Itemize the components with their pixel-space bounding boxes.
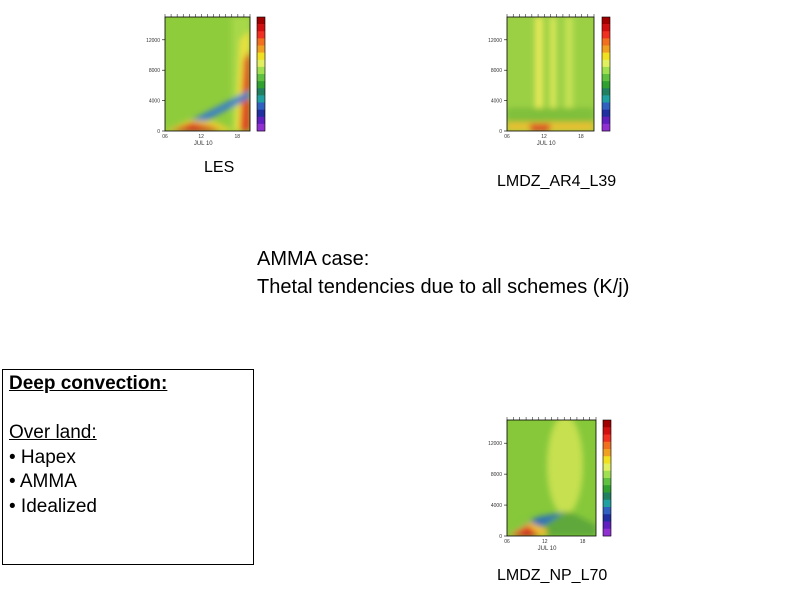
y-tick-label: 4000 xyxy=(491,99,502,105)
colorbar-cell xyxy=(602,116,610,125)
x-axis-label: JUL 10 xyxy=(537,141,556,147)
colorbar-cell xyxy=(603,478,611,486)
colorbar-cell xyxy=(603,449,611,457)
y-tick-label: 8000 xyxy=(491,472,502,478)
colorbar-cell xyxy=(257,66,265,75)
x-tick-label: 18 xyxy=(234,134,240,140)
x-tick-label: 12 xyxy=(541,134,547,140)
colorbar-frame xyxy=(602,419,612,537)
title-line: Thetal tendencies due to all schemes (K/… xyxy=(257,276,630,298)
colorbar-cell xyxy=(603,492,611,501)
title-line: AMMA case: xyxy=(257,248,370,270)
colorbar-cell xyxy=(602,102,610,110)
colorbar-cell xyxy=(257,52,265,61)
colorbar-cell xyxy=(603,485,611,493)
colorbar-cell xyxy=(602,74,610,82)
y-tick-label: 12000 xyxy=(146,38,160,44)
box-item: • Hapex xyxy=(9,446,76,468)
colorbar-cell xyxy=(602,95,610,103)
colorbar-frame xyxy=(601,16,611,132)
y-tick-label: 8000 xyxy=(149,68,160,74)
box-heading: Deep convection: xyxy=(9,373,168,394)
x-tick-label: 06 xyxy=(504,134,510,140)
colorbar-cell xyxy=(602,66,610,75)
colorbar-cell xyxy=(603,427,611,435)
colorbar-cell xyxy=(602,24,610,32)
y-tick-label: 12000 xyxy=(488,38,502,44)
colorbar-cell xyxy=(603,441,611,450)
colorbar-cell xyxy=(602,81,610,89)
colorbar-cell xyxy=(603,463,611,472)
colorbar-cell xyxy=(603,470,611,479)
box-subheading: Over land: xyxy=(9,422,97,443)
x-tick-label: 06 xyxy=(504,539,510,545)
x-tick-label: 06 xyxy=(162,134,168,140)
x-tick-label: 12 xyxy=(542,539,548,545)
colorbar-cell xyxy=(257,31,265,39)
colorbar-cell xyxy=(257,81,265,89)
colorbar-cell xyxy=(603,434,611,443)
colorbar-cell xyxy=(257,17,265,25)
plot-label: LMDZ_NP_L70 xyxy=(497,567,608,584)
colorbar-cell xyxy=(257,109,265,118)
plot-label: LMDZ_AR4_L39 xyxy=(497,173,617,190)
colorbar-cell xyxy=(602,109,610,118)
colorbar-cell xyxy=(602,38,610,46)
colorbar-cell xyxy=(257,116,265,125)
colorbar-cell xyxy=(602,45,610,53)
x-tick-label: 18 xyxy=(578,134,584,140)
box-item: • Idealized xyxy=(9,495,97,517)
heatmap xyxy=(507,420,596,536)
colorbar-cell xyxy=(603,420,611,428)
colorbar-cell xyxy=(257,95,265,103)
colorbar-cell xyxy=(602,31,610,39)
colorbar-cell xyxy=(257,88,265,96)
y-tick-label: 12000 xyxy=(488,441,502,447)
spacer xyxy=(9,397,247,422)
colorbar-cell xyxy=(257,24,265,32)
y-tick-label: 0 xyxy=(157,129,160,135)
y-tick-label: 4000 xyxy=(491,503,502,509)
colorbar-cell xyxy=(602,123,610,132)
heatmap xyxy=(507,17,594,131)
colorbar-cell xyxy=(603,514,611,522)
y-tick-label: 0 xyxy=(499,129,502,135)
colorbar-cell xyxy=(257,38,265,46)
colorbar-cell xyxy=(603,499,611,508)
colorbar-cell xyxy=(603,521,611,530)
colorbar-cell xyxy=(602,52,610,61)
colorbar-cell xyxy=(257,102,265,110)
x-axis-label: JUL 10 xyxy=(538,546,557,552)
text-box: Deep convection: Over land: • Hapex • AM… xyxy=(2,369,254,565)
x-tick-label: 12 xyxy=(198,134,204,140)
colorbar-cell xyxy=(257,59,265,68)
x-axis-label: JUL 10 xyxy=(194,141,213,147)
colorbar-cell xyxy=(602,88,610,96)
colorbar-cell xyxy=(257,45,265,53)
y-tick-label: 4000 xyxy=(149,99,160,105)
box-item: • AMMA xyxy=(9,471,77,492)
colorbar-cell xyxy=(602,59,610,68)
x-tick-label: 18 xyxy=(580,539,586,545)
colorbar-frame xyxy=(256,16,266,132)
y-tick-label: 8000 xyxy=(491,68,502,74)
heatmap xyxy=(165,17,250,131)
slide-title: AMMA case: Thetal tendencies due to all … xyxy=(257,245,629,301)
colorbar-cell xyxy=(603,456,611,464)
colorbar-cell xyxy=(602,17,610,25)
colorbar-cell xyxy=(257,74,265,82)
y-tick-label: 0 xyxy=(499,534,502,540)
plot-label: LES xyxy=(204,159,235,176)
colorbar-cell xyxy=(603,507,611,515)
colorbar-cell xyxy=(603,528,611,537)
colorbar-cell xyxy=(257,123,265,132)
